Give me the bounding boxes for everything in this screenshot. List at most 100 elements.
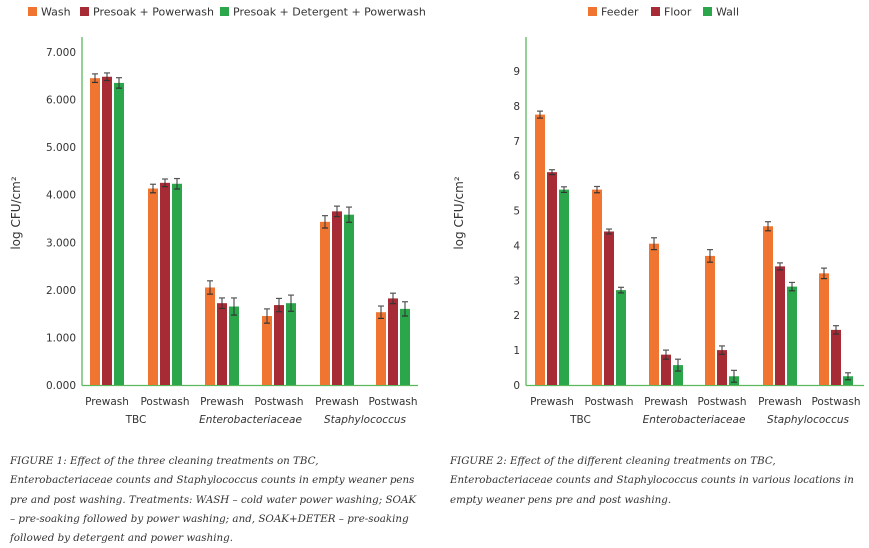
chart2-group-label: TBC — [569, 414, 591, 426]
chart2-legend-swatch — [703, 7, 712, 16]
chart1-bar — [148, 188, 158, 385]
chart2-bar — [559, 189, 569, 385]
figure-1-chart: Wash Presoak + Powerwash Presoak + Deterge… — [9, 6, 426, 427]
chart1-bar — [217, 303, 227, 385]
figure-1: Wash Presoak + Powerwash Presoak + Deterge… — [0, 0, 434, 543]
chart1-y-tick-label: 2.000 — [46, 285, 76, 297]
chart1-bar — [332, 211, 342, 385]
chart1-legend-swatch — [220, 7, 229, 16]
chart2-bar — [535, 114, 545, 385]
chart1-bar — [262, 316, 272, 385]
chart1-legend-label: Wash — [41, 6, 71, 19]
chart2-x-tick-label: Postwash — [584, 396, 633, 408]
chart1-bar — [274, 305, 284, 385]
chart2-legend-label: Floor — [664, 6, 692, 19]
chart1-bar — [388, 298, 398, 385]
chart1-legend-item: Wash — [28, 6, 71, 19]
chart1-group-label: TBC — [125, 414, 147, 426]
chart1-legend-label: Presoak + Detergent + Powerwash — [233, 6, 426, 19]
figure-2: Feeder Floor Wall 0 1 2 3 4 5 6 7 8 9 log CFU/cm² Prew… — [440, 0, 869, 543]
figure-1-caption-text: Effect of the three cleaning treatments … — [10, 455, 417, 545]
chart2-bar — [547, 172, 557, 385]
chart1-legend-label: Presoak + Powerwash — [93, 6, 214, 19]
figure-2-caption-text: Effect of the different cleaning treatme… — [450, 455, 854, 506]
chart2-y-tick-label: 6 — [513, 171, 520, 183]
chart1-x-tick-label: Prewash — [315, 396, 359, 408]
chart1-bar — [114, 82, 124, 386]
chart2-bar — [661, 354, 671, 385]
chart2-bar — [775, 266, 785, 385]
chart1-y-tick-label: 0.000 — [46, 380, 76, 392]
chart2-bar — [763, 226, 773, 385]
chart2-y-axis-label: log CFU/cm² — [452, 176, 466, 250]
figure-2-chart: Feeder Floor Wall 0 1 2 3 4 5 6 7 8 9 log CFU/cm² Prew… — [452, 6, 864, 426]
chart1-group-label: Staphylococcus — [324, 414, 406, 426]
chart2-y-tick-label: 3 — [513, 275, 520, 287]
chart1-bar — [344, 214, 354, 385]
chart1-bar — [160, 182, 170, 385]
chart1-bar — [205, 287, 215, 385]
chart2-bar — [592, 189, 602, 385]
figure-2-caption: FIGURE 2: Effect of the different cleani… — [450, 452, 860, 510]
chart1-x-tick-label: Prewash — [85, 396, 129, 408]
chart2-group-label: Enterobacteriaceae — [643, 414, 746, 426]
chart1-y-tick-label: 3.000 — [46, 237, 76, 249]
chart2-legend-item: Feeder — [588, 6, 639, 19]
chart2-legend-swatch — [588, 7, 597, 16]
chart2-x-tick-label: Prewash — [644, 396, 688, 408]
chart1-bar — [90, 78, 100, 386]
chart1-legend-swatch — [28, 7, 37, 16]
chart1-legend-item: Presoak + Powerwash — [80, 6, 214, 19]
chart2-x-tick-label: Prewash — [530, 396, 574, 408]
chart1-bar — [172, 183, 182, 385]
chart1-bar — [102, 76, 112, 385]
figure-1-caption: FIGURE 1: Effect of the three cleaning t… — [10, 452, 420, 548]
chart1-bar — [320, 221, 330, 385]
chart2-y-tick-label: 9 — [513, 66, 520, 78]
chart2-y-tick-label: 2 — [513, 310, 520, 322]
chart2-bar — [831, 329, 841, 385]
chart1-bar — [286, 303, 296, 385]
chart1-x-tick-label: Prewash — [200, 396, 244, 408]
chart2-bar — [649, 243, 659, 385]
chart1-x-tick-label: Postwash — [368, 396, 417, 408]
figure-1-caption-label: FIGURE 1: — [10, 455, 67, 467]
chart1-y-tick-label: 6.000 — [46, 95, 76, 107]
chart2-legend-label: Feeder — [601, 6, 639, 19]
chart2-y-tick-label: 0 — [513, 380, 520, 392]
chart2-legend-item: Wall — [703, 6, 739, 19]
chart2-legend-swatch — [651, 7, 660, 16]
chart2-x-tick-label: Prewash — [758, 396, 802, 408]
chart2-x-tick-label: Postwash — [811, 396, 860, 408]
chart1-legend-swatch — [80, 7, 89, 16]
chart1-y-tick-label: 4.000 — [46, 190, 76, 202]
chart2-bar — [616, 290, 626, 385]
chart1-y-axis-label: log CFU/cm² — [9, 176, 23, 250]
chart2-bar — [604, 231, 614, 385]
chart1-x-tick-label: Postwash — [140, 396, 189, 408]
chart2-y-tick-label: 4 — [513, 240, 520, 252]
chart1-y-tick-label: 1.000 — [46, 332, 76, 344]
chart2-y-tick-label: 5 — [513, 206, 520, 218]
chart2-bar — [717, 350, 727, 385]
chart1-bar — [376, 312, 386, 385]
chart1-x-tick-label: Postwash — [254, 396, 303, 408]
chart1-bar — [229, 306, 239, 385]
chart2-bar — [843, 376, 853, 385]
figure-2-caption-label: FIGURE 2: — [450, 455, 507, 467]
chart2-legend-label: Wall — [716, 6, 739, 19]
chart2-bar — [819, 273, 829, 385]
chart2-y-tick-label: 1 — [513, 345, 520, 357]
chart2-legend-item: Floor — [651, 6, 692, 19]
chart2-bar — [705, 255, 715, 385]
chart2-bar — [787, 286, 797, 385]
chart1-y-tick-label: 5.000 — [46, 142, 76, 154]
chart2-bar — [673, 365, 683, 385]
chart1-legend-item: Presoak + Detergent + Powerwash — [220, 6, 426, 19]
chart2-x-tick-label: Postwash — [697, 396, 746, 408]
chart2-y-tick-label: 8 — [513, 101, 520, 113]
chart1-group-label: Enterobacteriaceae — [199, 414, 302, 426]
chart2-y-tick-label: 7 — [513, 136, 520, 148]
chart1-bar — [400, 308, 410, 385]
chart2-group-label: Staphylococcus — [767, 414, 849, 426]
